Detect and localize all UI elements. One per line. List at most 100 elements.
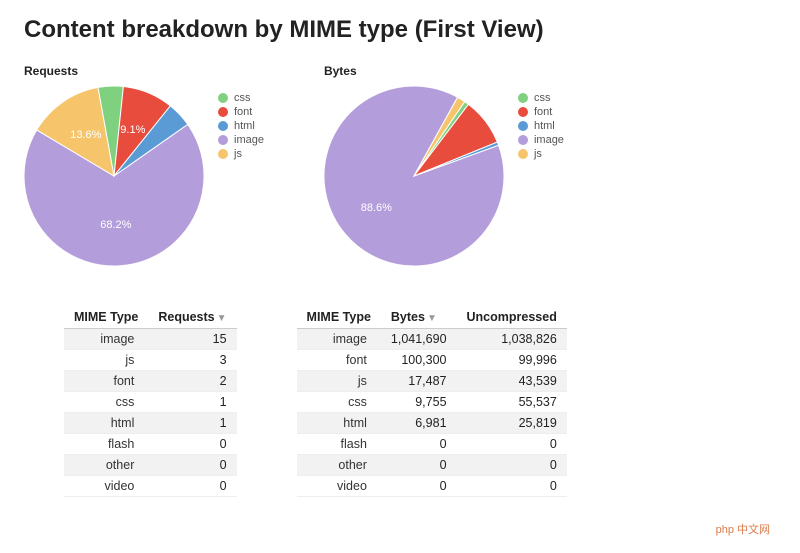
legend-swatch-css bbox=[218, 93, 228, 103]
legend-swatch-html bbox=[518, 121, 528, 131]
legend-label-css: css bbox=[234, 92, 251, 104]
bytes-pie-chart: 88.6% bbox=[324, 86, 504, 266]
table-row: other0 bbox=[64, 455, 237, 476]
legend-swatch-js bbox=[218, 149, 228, 159]
charts-row: Requests 68.2%13.6%9.1% css font html image… bbox=[24, 64, 776, 266]
legend-item-js[interactable]: js bbox=[518, 148, 564, 160]
requests-chart-title: Requests bbox=[24, 64, 264, 78]
table-row: image1,041,6901,038,826 bbox=[297, 329, 567, 350]
cell-mime: html bbox=[64, 413, 148, 434]
table-row: js3 bbox=[64, 350, 237, 371]
bytes-chart-block: Bytes 88.6% css font html image js bbox=[324, 64, 564, 266]
legend-item-font[interactable]: font bbox=[218, 106, 264, 118]
cell-bytes: 0 bbox=[381, 455, 457, 476]
cell-req: 1 bbox=[148, 413, 236, 434]
cell-req: 2 bbox=[148, 371, 236, 392]
sort-icon: ▼ bbox=[427, 313, 437, 324]
cell-uncmp: 43,539 bbox=[457, 371, 567, 392]
cell-mime: js bbox=[64, 350, 148, 371]
page-title: Content breakdown by MIME type (First Vi… bbox=[24, 16, 776, 44]
bytes-chart-title: Bytes bbox=[324, 64, 564, 78]
cell-mime: html bbox=[297, 413, 381, 434]
cell-req: 0 bbox=[148, 434, 236, 455]
bytes-table: MIME TypeBytes▼Uncompressedimage1,041,69… bbox=[297, 306, 567, 497]
cell-mime: image bbox=[297, 329, 381, 350]
col-header-req[interactable]: Requests▼ bbox=[148, 306, 236, 329]
legend-label-image: image bbox=[234, 134, 264, 146]
requests-chart-block: Requests 68.2%13.6%9.1% css font html image… bbox=[24, 64, 264, 266]
legend-label-image: image bbox=[534, 134, 564, 146]
tables-row: MIME TypeRequests▼image15js3font2css1htm… bbox=[24, 306, 776, 497]
table-row: js17,48743,539 bbox=[297, 371, 567, 392]
bytes-legend: css font html image js bbox=[518, 86, 564, 266]
legend-item-js[interactable]: js bbox=[218, 148, 264, 160]
table-row: html6,98125,819 bbox=[297, 413, 567, 434]
legend-item-css[interactable]: css bbox=[218, 92, 264, 104]
legend-item-font[interactable]: font bbox=[518, 106, 564, 118]
cell-req: 1 bbox=[148, 392, 236, 413]
legend-item-html[interactable]: html bbox=[218, 120, 264, 132]
cell-bytes: 0 bbox=[381, 476, 457, 497]
table-row: font100,30099,996 bbox=[297, 350, 567, 371]
table-row: flash0 bbox=[64, 434, 237, 455]
cell-mime: font bbox=[297, 350, 381, 371]
cell-uncmp: 0 bbox=[457, 476, 567, 497]
cell-mime: font bbox=[64, 371, 148, 392]
cell-mime: css bbox=[64, 392, 148, 413]
legend-item-image[interactable]: image bbox=[218, 134, 264, 146]
cell-uncmp: 99,996 bbox=[457, 350, 567, 371]
cell-uncmp: 25,819 bbox=[457, 413, 567, 434]
legend-label-html: html bbox=[234, 120, 255, 132]
table-row: font2 bbox=[64, 371, 237, 392]
legend-label-css: css bbox=[534, 92, 551, 104]
cell-bytes: 1,041,690 bbox=[381, 329, 457, 350]
cell-uncmp: 55,537 bbox=[457, 392, 567, 413]
legend-swatch-font bbox=[218, 107, 228, 117]
col-header-uncmp: Uncompressed bbox=[457, 306, 567, 329]
cell-mime: css bbox=[297, 392, 381, 413]
col-header-bytes[interactable]: Bytes▼ bbox=[381, 306, 457, 329]
requests-pie-chart: 68.2%13.6%9.1% bbox=[24, 86, 204, 266]
legend-label-font: font bbox=[534, 106, 552, 118]
legend-item-image[interactable]: image bbox=[518, 134, 564, 146]
legend-swatch-html bbox=[218, 121, 228, 131]
legend-swatch-font bbox=[518, 107, 528, 117]
cell-bytes: 17,487 bbox=[381, 371, 457, 392]
cell-req: 0 bbox=[148, 476, 236, 497]
cell-uncmp: 0 bbox=[457, 434, 567, 455]
table-row: css1 bbox=[64, 392, 237, 413]
watermark: php 中文网 bbox=[716, 521, 770, 537]
cell-bytes: 6,981 bbox=[381, 413, 457, 434]
cell-mime: video bbox=[64, 476, 148, 497]
requests-table: MIME TypeRequests▼image15js3font2css1htm… bbox=[64, 306, 237, 497]
cell-bytes: 0 bbox=[381, 434, 457, 455]
cell-mime: js bbox=[297, 371, 381, 392]
table-row: image15 bbox=[64, 329, 237, 350]
cell-mime: other bbox=[64, 455, 148, 476]
table-row: video0 bbox=[64, 476, 237, 497]
sort-icon: ▼ bbox=[217, 313, 227, 324]
cell-bytes: 100,300 bbox=[381, 350, 457, 371]
legend-item-css[interactable]: css bbox=[518, 92, 564, 104]
table-row: css9,75555,537 bbox=[297, 392, 567, 413]
cell-mime: image bbox=[64, 329, 148, 350]
cell-mime: flash bbox=[64, 434, 148, 455]
legend-label-js: js bbox=[534, 148, 542, 160]
cell-mime: flash bbox=[297, 434, 381, 455]
legend-label-html: html bbox=[534, 120, 555, 132]
legend-swatch-css bbox=[518, 93, 528, 103]
col-header-mime: MIME Type bbox=[64, 306, 148, 329]
table-row: flash00 bbox=[297, 434, 567, 455]
table-row: html1 bbox=[64, 413, 237, 434]
legend-item-html[interactable]: html bbox=[518, 120, 564, 132]
cell-mime: other bbox=[297, 455, 381, 476]
table-row: video00 bbox=[297, 476, 567, 497]
col-header-mime: MIME Type bbox=[297, 306, 381, 329]
table-row: other00 bbox=[297, 455, 567, 476]
cell-req: 15 bbox=[148, 329, 236, 350]
legend-swatch-js bbox=[518, 149, 528, 159]
cell-uncmp: 0 bbox=[457, 455, 567, 476]
legend-label-js: js bbox=[234, 148, 242, 160]
legend-swatch-image bbox=[218, 135, 228, 145]
cell-bytes: 9,755 bbox=[381, 392, 457, 413]
